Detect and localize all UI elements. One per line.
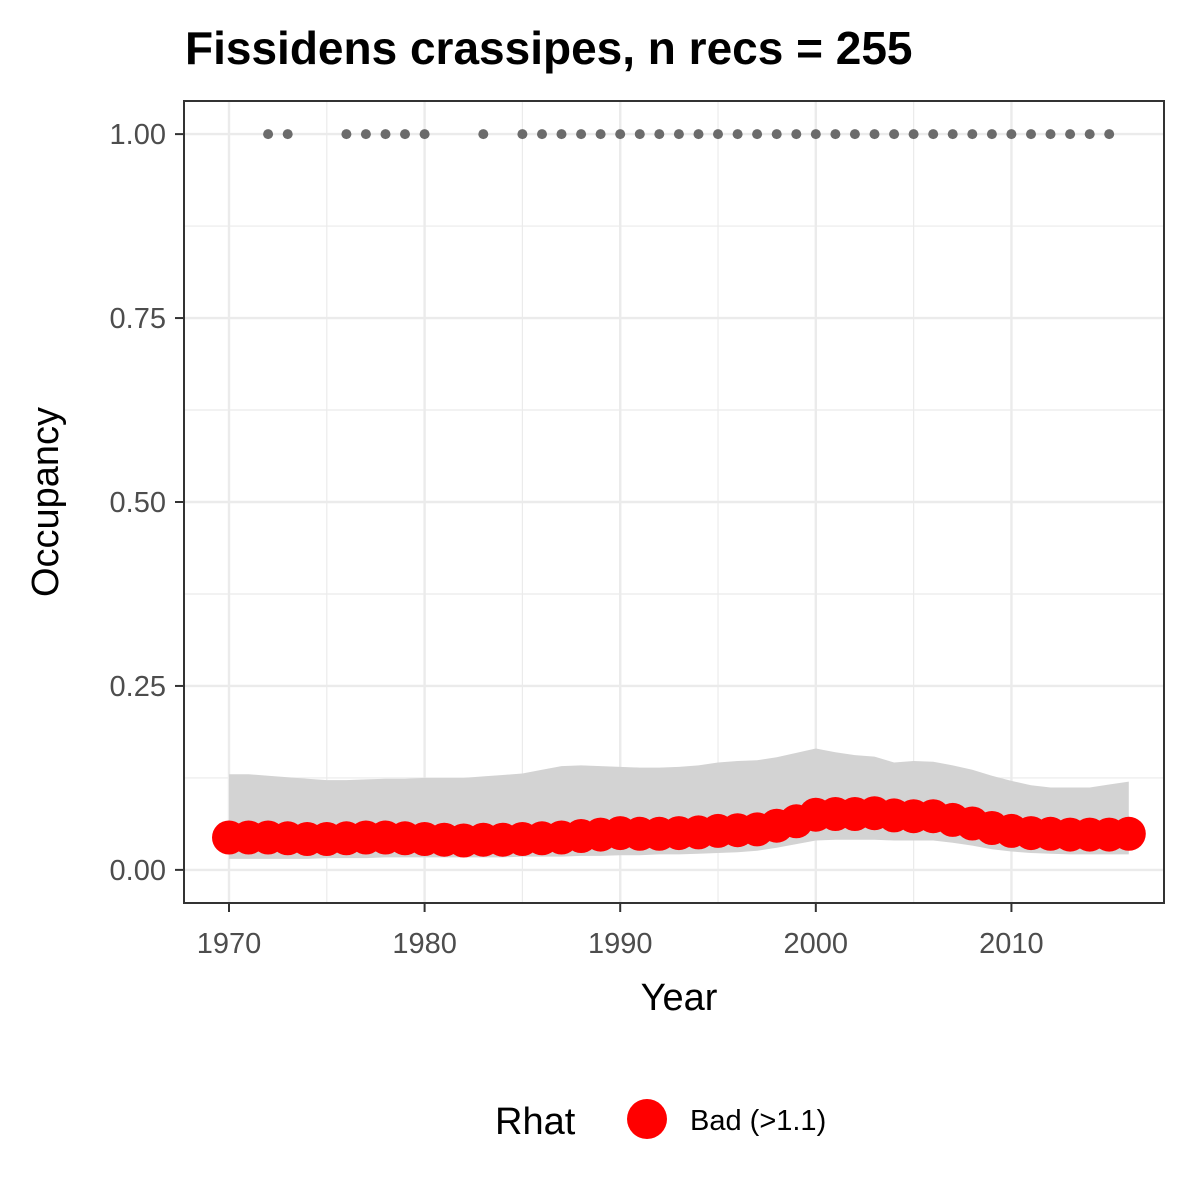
detection-point [595,129,606,140]
detection-point [1026,129,1036,140]
detection-point [517,129,528,140]
detection-point [849,129,860,140]
occupancy-points-layer [212,796,1146,858]
detection-point [478,129,489,140]
detection-point [419,129,430,140]
legend: Rhat Bad (>1.1) [495,1099,826,1143]
detection-point [673,129,684,140]
detection-point [360,129,371,140]
detection-point [1104,129,1115,140]
x-tick-label: 2010 [979,928,1044,960]
y-tick-label: 0.25 [110,671,166,703]
detection-point [791,129,802,140]
detection-point [556,129,567,140]
x-axis-title: Year [641,977,718,1019]
detection-point [576,129,587,140]
detection-point [889,129,900,140]
detection-point [986,129,997,140]
detection-point [634,129,645,140]
detection-point [1084,129,1095,140]
detection-point [615,129,626,140]
legend-title: Rhat [495,1101,576,1143]
x-tick-label: 1990 [588,928,653,960]
y-tick-label: 0.50 [110,487,166,519]
detection-point [1065,129,1076,140]
detection-point [967,129,978,140]
detection-point [928,129,939,140]
detection-point [830,129,841,140]
detection-point [537,129,547,140]
detection-point [1045,129,1056,140]
y-tick-label: 0.75 [110,303,166,335]
detection-point [810,129,821,140]
detection-points-layer [263,129,1115,140]
y-tick-label: 0.00 [110,855,166,887]
detection-point [341,129,352,140]
detection-point [869,129,880,140]
detection-point [1006,129,1017,140]
detection-point [713,129,723,140]
legend-label-bad: Bad (>1.1) [690,1105,826,1137]
detection-point [380,129,391,140]
x-tick-label: 1980 [392,928,457,960]
detection-point [263,129,274,140]
detection-point [908,129,919,140]
detection-point [752,129,763,140]
y-axis-title: Occupancy [25,407,67,597]
detection-point [693,129,704,140]
detection-point [282,129,293,140]
legend-key-bad [627,1099,667,1139]
x-axis: 1970 1980 1990 2000 2010 [197,903,1044,960]
detection-point [947,129,958,140]
x-tick-label: 1970 [197,928,262,960]
chart-title: Fissidens crassipes, n recs = 255 [185,22,913,74]
detection-point [654,129,665,140]
detection-point [771,129,782,140]
detection-point [400,129,410,140]
occupancy-point [1111,816,1146,851]
detection-point [732,129,743,140]
y-axis: 0.00 0.25 0.50 0.75 1.00 [110,119,184,887]
y-tick-label: 1.00 [110,119,166,151]
x-tick-label: 2000 [784,928,849,960]
